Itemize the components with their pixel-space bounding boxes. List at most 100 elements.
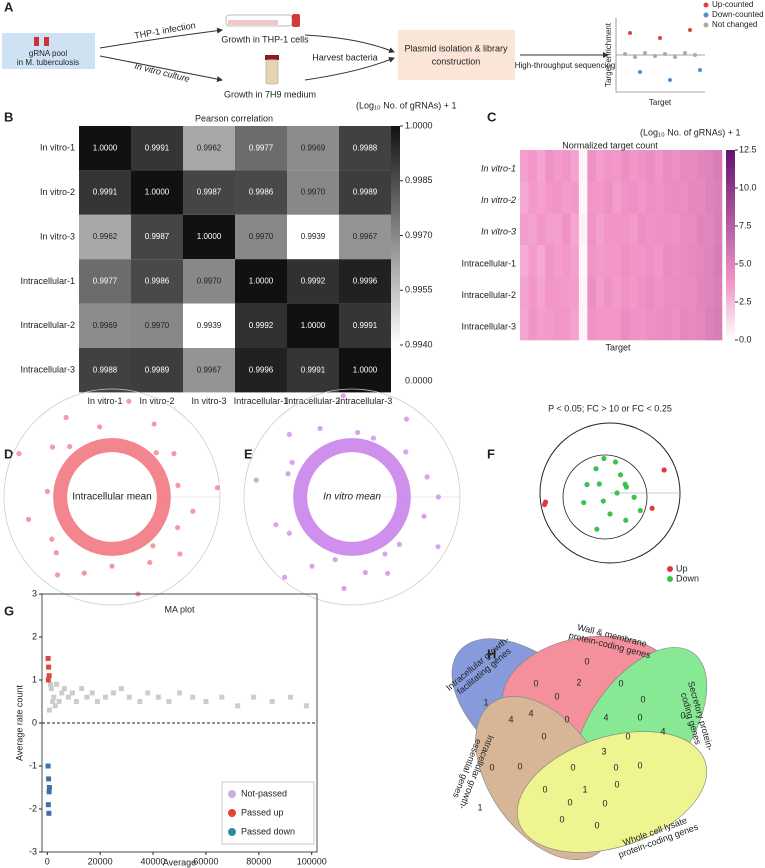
step-label: construction <box>432 56 481 66</box>
cell-label: 0.9977 <box>249 143 274 152</box>
point <box>73 699 79 704</box>
point <box>46 776 52 782</box>
colorbar-title: (Log₁₀ No. of gRNAs) + 1 <box>356 100 457 110</box>
colorbar-tick-label: 0.9955 <box>405 285 433 295</box>
point <box>45 677 51 683</box>
point <box>46 810 52 816</box>
heat-cell <box>663 245 672 277</box>
heat-cell <box>688 150 698 182</box>
point <box>617 472 624 478</box>
cell-label: 1.0000 <box>93 143 118 152</box>
heat-cell <box>562 308 571 341</box>
heat-cell <box>654 245 664 277</box>
heat-cell <box>553 181 563 214</box>
heat-cell <box>570 181 580 214</box>
heat-cell <box>545 181 554 214</box>
heat-cell <box>578 245 588 277</box>
x-tick-label: 0 <box>45 856 50 866</box>
heat-cell <box>696 150 706 182</box>
point <box>190 508 196 514</box>
region-count: 0 <box>567 797 572 807</box>
cell-label: 0.9987 <box>197 188 222 197</box>
point <box>110 690 116 696</box>
step-label: Growth in 7H9 medium <box>224 89 316 99</box>
heat-cell <box>287 303 339 348</box>
point <box>649 505 655 511</box>
panel-label: A <box>4 0 14 14</box>
legend-box <box>221 781 315 845</box>
point <box>151 421 157 427</box>
arrow <box>304 34 395 53</box>
region-count: 0 <box>602 798 607 808</box>
heat-cell <box>520 245 529 277</box>
point <box>631 494 637 500</box>
point <box>303 703 309 709</box>
point <box>542 499 549 505</box>
legend-swatch <box>667 576 673 582</box>
point <box>65 694 71 700</box>
heat-cell <box>339 348 391 393</box>
plasmid-box <box>398 30 515 80</box>
region-count: 0 <box>680 710 685 720</box>
heat-cell <box>629 213 639 246</box>
region-count: 2 <box>576 677 581 687</box>
colorbar-tick-label: 0.0000 <box>405 375 433 385</box>
heat-cell <box>587 308 597 341</box>
colorbar-tick-label: 1.0000 <box>405 120 433 130</box>
cell-label: 0.9986 <box>145 277 170 286</box>
point <box>153 450 159 456</box>
heat-cell <box>621 308 630 341</box>
heat-cell <box>654 181 664 214</box>
heat-cell <box>339 259 391 304</box>
heat-cell <box>604 181 613 214</box>
legend-label: Up <box>676 563 688 573</box>
heat-cell <box>235 170 287 215</box>
flask-icon <box>228 20 278 25</box>
point <box>273 522 279 528</box>
heat-cell <box>595 276 605 309</box>
heat-cell <box>646 276 655 309</box>
heat-cell <box>621 181 630 214</box>
cell-label: 0.9996 <box>249 365 274 374</box>
cell-label: 0.9991 <box>93 188 118 197</box>
heat-cell <box>663 276 672 309</box>
point <box>155 694 161 700</box>
heat-cell <box>705 308 714 341</box>
colorbar-tick-label: 0.0 <box>739 334 752 344</box>
tube-icon <box>34 37 39 46</box>
point <box>84 694 90 700</box>
heat-cell <box>235 214 287 260</box>
row-label: In vitro-1 <box>40 143 75 153</box>
heat-cell <box>562 276 571 309</box>
heat-cell <box>679 150 689 182</box>
y-tick-label: -1 <box>29 760 37 770</box>
point <box>145 690 151 696</box>
region-count: 4 <box>660 726 665 736</box>
panel-label: G <box>4 603 14 618</box>
point <box>403 416 410 422</box>
row-label: Intracellular-2 <box>20 320 75 330</box>
legend-label: Up-counted <box>712 0 753 9</box>
heat-cell <box>696 276 706 309</box>
region-count: 0 <box>637 712 642 722</box>
heat-cell <box>578 276 588 309</box>
point <box>177 690 182 696</box>
cell-label: 0.9996 <box>353 277 378 286</box>
panel-label: B <box>4 109 13 124</box>
legend-label: Down <box>676 573 699 583</box>
heat-cell <box>688 213 698 246</box>
heat-cell <box>654 150 664 182</box>
heat-cell <box>587 245 597 277</box>
heat-cell <box>621 245 630 277</box>
row-label: Intracellular-2 <box>461 290 516 300</box>
region-count: 0 <box>637 760 642 770</box>
region-count: 0 <box>618 678 623 688</box>
row-label: Intracellular-1 <box>20 276 75 286</box>
heat-cell <box>553 276 563 309</box>
heat-cell <box>545 276 554 309</box>
cell-label: 0.9967 <box>197 365 222 374</box>
heat-cell <box>663 213 672 246</box>
point <box>596 481 602 487</box>
cell-label: 0.9989 <box>353 188 378 197</box>
heat-cell <box>637 181 647 214</box>
